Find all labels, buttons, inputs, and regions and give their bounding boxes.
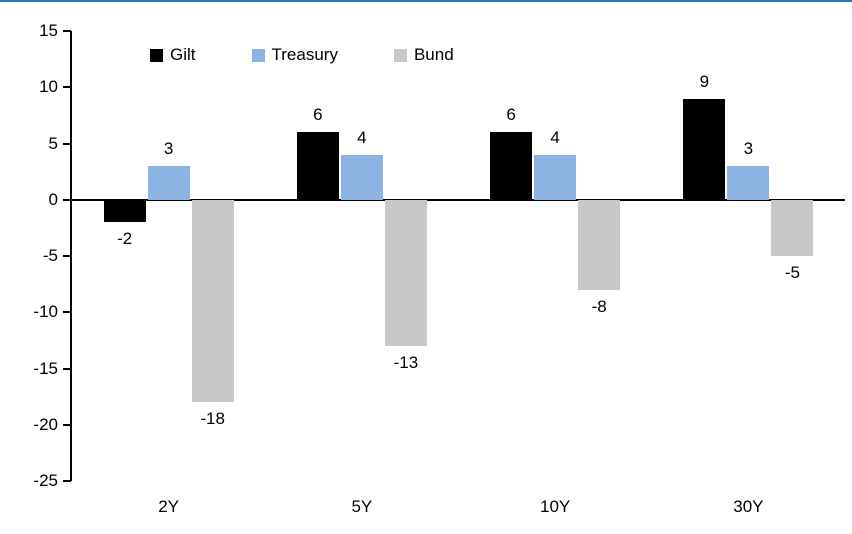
- bar-gilt-2y: [103, 199, 146, 223]
- bar-gilt-10y: [490, 132, 533, 200]
- x-axis-category-label: 10Y: [540, 497, 571, 516]
- legend-swatch-gilt: [150, 48, 163, 62]
- zero-baseline: [70, 198, 845, 201]
- legend-label: Gilt: [170, 45, 196, 64]
- bar-value-label: 6: [506, 105, 516, 125]
- bar-treasury-2y: [147, 166, 190, 200]
- y-axis-tick-label: -20: [33, 414, 58, 434]
- y-axis-tick-label: -25: [33, 471, 58, 490]
- chart-legend: Gilt Treasury Bund: [150, 45, 454, 65]
- y-axis-tick-label: 10: [39, 77, 58, 97]
- y-axis-tick-label: 15: [39, 21, 58, 40]
- y-axis-tick: [63, 198, 71, 201]
- bar-bund-10y: [578, 199, 621, 290]
- legend-label: Treasury: [271, 45, 338, 64]
- bar-value-label: 6: [313, 105, 323, 125]
- y-axis-tick: [63, 423, 71, 426]
- y-axis-tick-label: -15: [33, 358, 58, 378]
- y-axis-tick-label: -10: [33, 302, 58, 322]
- y-axis-tick: [63, 367, 71, 370]
- bar-value-label: 4: [357, 127, 367, 147]
- y-axis-tick: [63, 86, 71, 89]
- y-axis-tick: [63, 480, 71, 482]
- legend-swatch-bund: [393, 48, 407, 62]
- bar-bund-5y: [384, 199, 427, 346]
- bar-value-label: 4: [550, 127, 560, 147]
- x-axis-category-label: 5Y: [351, 497, 373, 516]
- bar-value-label: -18: [200, 409, 225, 429]
- y-axis-tick-label: -5: [42, 246, 58, 265]
- bar-value-label: -2: [117, 229, 133, 249]
- top-border-rule: [0, 0, 852, 2]
- x-axis-category-label: 2Y: [158, 497, 180, 516]
- bar-bund-30y: [771, 199, 814, 256]
- bar-gilt-5y: [296, 132, 339, 200]
- bar-treasury-30y: [727, 166, 770, 200]
- y-axis-tick-label: 0: [48, 189, 58, 209]
- bar-value-label: -5: [784, 263, 800, 282]
- bar-treasury-10y: [534, 154, 577, 200]
- bar-treasury-5y: [340, 154, 383, 200]
- y-axis-line: [70, 31, 72, 481]
- bar-gilt-30y: [683, 98, 726, 200]
- x-axis-category-label: 30Y: [733, 497, 764, 516]
- legend-item-gilt: Gilt: [150, 45, 196, 65]
- legend-label: Bund: [413, 45, 454, 64]
- bar-value-label: -13: [393, 353, 419, 372]
- bar-value-label: 9: [699, 71, 710, 91]
- legend-swatch-treasury: [251, 48, 265, 62]
- bar-value-label: 3: [163, 139, 174, 158]
- bar-value-label: 3: [743, 139, 754, 158]
- y-axis-tick-label: 5: [48, 133, 58, 153]
- y-axis-tick: [63, 311, 71, 314]
- bar-value-label: -8: [591, 296, 607, 316]
- y-axis-tick: [63, 142, 71, 145]
- bar-bund-2y: [191, 199, 234, 403]
- y-axis-tick: [63, 30, 71, 32]
- legend-item-treasury: Treasury: [251, 45, 338, 65]
- y-axis-tick: [63, 255, 71, 257]
- legend-item-bund: Bund: [393, 45, 454, 65]
